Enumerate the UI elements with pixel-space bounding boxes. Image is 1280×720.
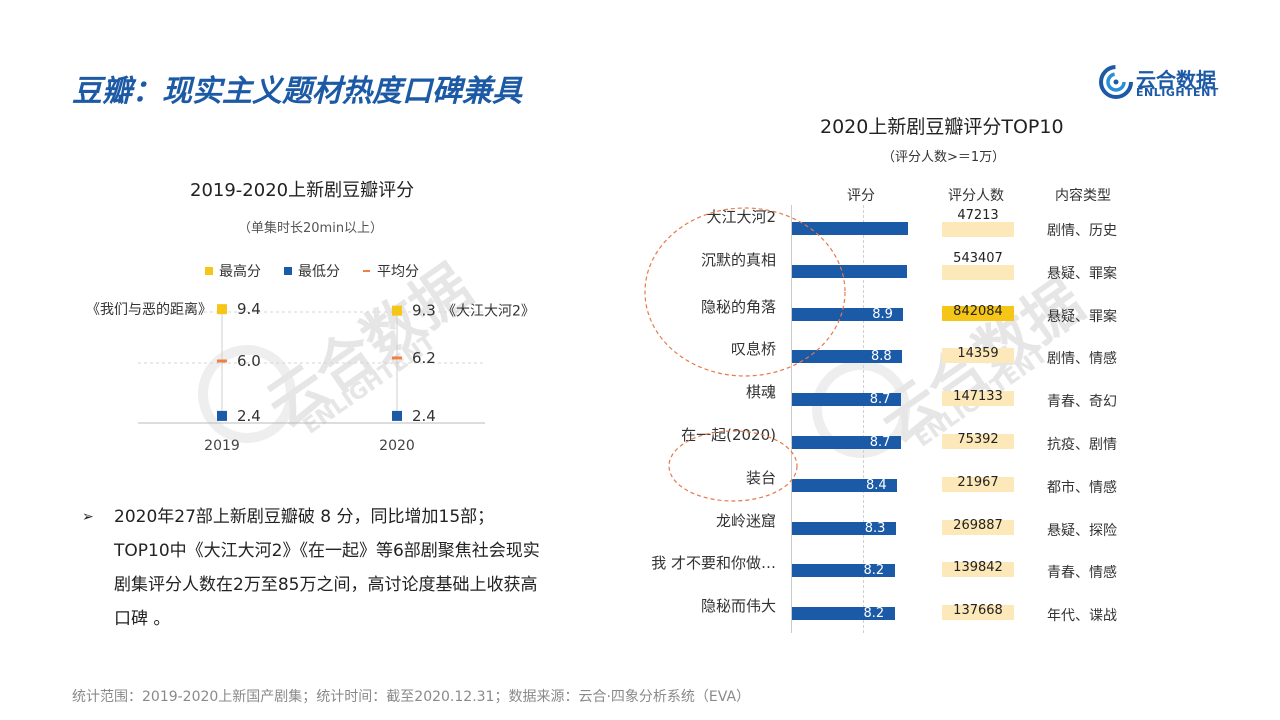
min-value-label: 2.4 — [237, 407, 261, 425]
legend-label: 最高分 — [219, 263, 261, 280]
highlight-ellipse — [644, 207, 846, 377]
min-value-label: 2.4 — [412, 407, 436, 425]
legend-swatch — [284, 267, 292, 275]
watermark-circle — [198, 345, 296, 443]
logo-text-en: ENLIGHTENT — [1136, 86, 1219, 99]
max-drama-label: 《大江大河2》 — [442, 304, 535, 320]
summary-text: 2020年27部上新剧豆瓣破 8 分，同比增加15部；TOP10中《大江大河2》… — [114, 507, 540, 629]
max-point — [392, 305, 402, 316]
summary-bullet: ➢ 2020年27部上新剧豆瓣破 8 分，同比增加15部；TOP10中《大江大河… — [82, 500, 548, 636]
logo-icon — [1099, 65, 1133, 99]
footer-note: 统计范围：2019-2020上新国产剧集；统计时间：截至2020.12.31；数… — [72, 689, 751, 705]
max-value-label: 9.4 — [237, 300, 261, 318]
min-point — [217, 410, 227, 421]
max-value-label: 9.3 — [412, 302, 436, 320]
left-chart-subtitle: （单集时长20min以上） — [238, 221, 384, 236]
column-header-type: 内容类型 — [1055, 188, 1111, 204]
brand-logo: 云合数据 ENLIGHTENT — [1098, 62, 1218, 102]
legend-label: 平均分 — [377, 264, 419, 280]
left-chart: 最高分 最低分 平均分 9.4 6.0 2.4 2019 9.3 6.2 2.4 2020 《我们与恶… — [86, 263, 535, 454]
left-chart-title: 2019-2020上新剧豆瓣评分 — [190, 180, 415, 201]
min-point — [392, 410, 402, 421]
max-drama-label: 《我们与恶的距离》 — [86, 301, 212, 318]
watermark-circle — [812, 360, 910, 458]
avg-value-label: 6.2 — [412, 349, 436, 367]
legend-swatch — [205, 267, 213, 275]
x-tick-label: 2020 — [379, 438, 415, 454]
max-point — [217, 304, 227, 315]
x-tick-label: 2019 — [204, 438, 240, 454]
right-chart-title: 2020上新剧豆瓣评分TOP10 — [820, 116, 1064, 138]
highlight-ellipse — [668, 430, 798, 502]
logo-text: 云合数据 — [1136, 68, 1216, 92]
column-header-count: 评分人数 — [948, 188, 1004, 204]
arrow-bullet-icon: ➢ — [82, 509, 94, 525]
page-title: 豆瓣：现实主义题材热度口碑兼具 — [72, 74, 522, 109]
legend-label: 最低分 — [298, 264, 340, 280]
avg-value-label: 6.0 — [237, 352, 261, 370]
right-chart-subtitle: （评分人数>＝1万） — [882, 150, 1006, 165]
column-header-score: 评分 — [847, 188, 875, 204]
